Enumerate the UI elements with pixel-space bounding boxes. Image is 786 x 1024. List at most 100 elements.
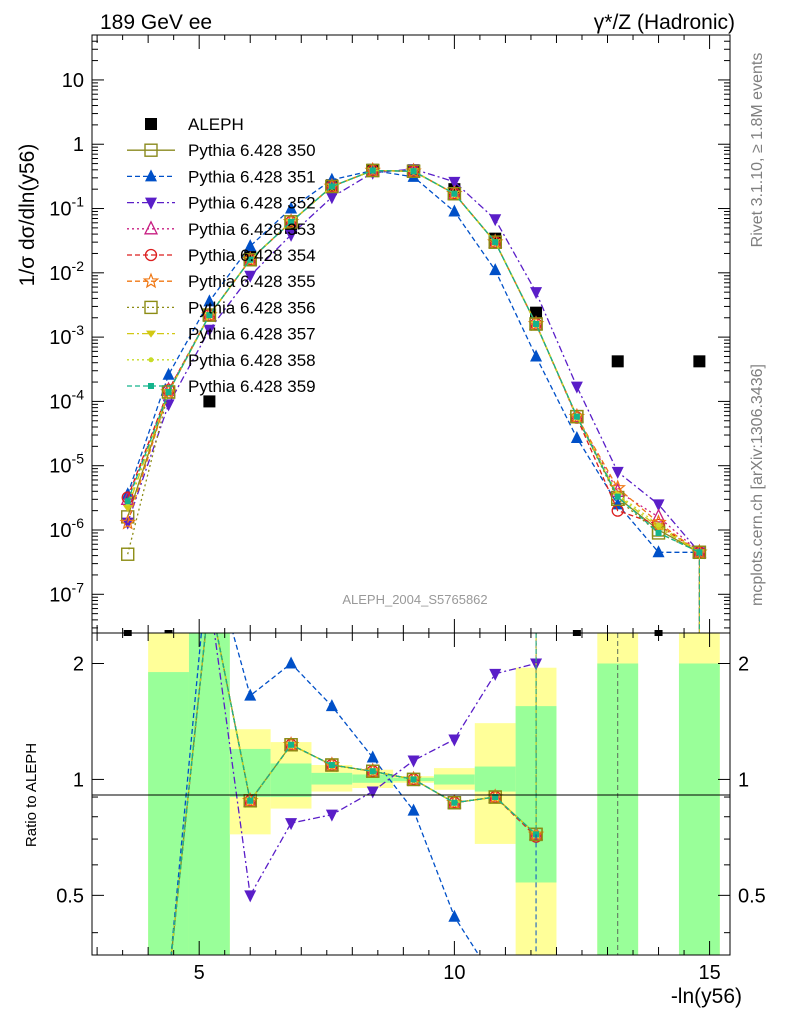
stat-uncertainty-band	[474, 766, 516, 792]
legend-marker	[145, 197, 157, 210]
data-point	[202, 308, 217, 322]
data-point	[122, 504, 133, 512]
x-tick-label: 15	[698, 962, 720, 984]
ratio-panel: 0.5 0.5 1 1 2 2 5 10 15	[56, 632, 766, 984]
main-y-tick-labels: 10-7 10-6 10-5 10-4 10-3 10-2 10-1 1 10	[49, 70, 84, 606]
ratio-tick-marks	[92, 633, 730, 955]
data-point	[570, 381, 583, 394]
data-point	[244, 239, 257, 252]
stat-uncertainty-band	[270, 763, 312, 798]
main-y-tick-label: 10-7	[49, 579, 84, 606]
ratio-y-tick-label: 1	[73, 769, 84, 791]
ratio-line	[170, 633, 537, 955]
legend-entry: Pythia 6.428 355	[127, 272, 316, 291]
main-series	[119, 161, 708, 636]
legend-entry: Pythia 6.428 351	[127, 167, 316, 186]
data-point	[492, 239, 499, 246]
ratio-point	[244, 890, 257, 903]
watermark: ALEPH_2004_S5765862	[342, 592, 487, 607]
y-axis-title-ratio-text: Ratio to ALEPH	[23, 743, 40, 847]
ratio-point	[488, 790, 502, 804]
data-point	[285, 229, 298, 242]
legend-label: Pythia 6.428 350	[188, 141, 316, 160]
stat-uncertainty-band	[352, 774, 394, 783]
side-label-rivet: Rivet 3.1.10, ≥ 1.8M events	[749, 53, 766, 248]
legend-entry: Pythia 6.428 357	[127, 325, 316, 344]
ratio-point	[451, 799, 458, 806]
ratio-y-tick-label-right: 2	[738, 653, 749, 675]
data-point	[530, 287, 543, 300]
legend-entry: Pythia 6.428 358	[127, 351, 316, 370]
data-point	[203, 324, 216, 337]
legend-label: Pythia 6.428 353	[188, 220, 316, 239]
x-tick-labels: 5 10 15	[194, 962, 721, 984]
data-point	[652, 499, 665, 512]
legend-label: Pythia 6.428 355	[188, 272, 316, 291]
legend-marker	[148, 383, 154, 389]
legend-entry: Pythia 6.428 353	[127, 220, 316, 239]
data-point	[325, 192, 338, 205]
ratio-point	[369, 768, 376, 775]
data-point	[611, 466, 624, 479]
stat-uncertainty-band	[148, 672, 189, 955]
legend-label: Pythia 6.428 356	[188, 298, 316, 317]
ratio-point	[285, 818, 298, 831]
ratio-point	[325, 758, 339, 772]
data-point	[614, 493, 621, 500]
legend-marker	[143, 220, 159, 235]
stat-uncertainty-band	[433, 774, 475, 785]
data-point	[651, 508, 666, 523]
x-axis-title: -ln(y56)	[671, 985, 742, 1008]
data-point	[285, 201, 298, 214]
ratio-point	[247, 797, 254, 804]
side-label-mcplots-text: mcplots.cern.ch [arXiv:1306.3436]	[749, 364, 766, 606]
legend-marker	[146, 330, 156, 338]
data-point	[162, 367, 175, 380]
ratio-point	[366, 750, 379, 763]
data-point	[203, 294, 216, 307]
legend-marker	[144, 143, 158, 157]
legend-entry: ALEPH	[145, 115, 244, 134]
legend-entry: Pythia 6.428 359	[127, 377, 316, 396]
legend-label: Pythia 6.428 352	[188, 194, 316, 213]
data-point	[451, 190, 458, 197]
ratio-uncertainty-bands	[148, 633, 720, 955]
data-point	[448, 204, 461, 217]
ratio-point	[288, 741, 295, 748]
ratio-series-pythia-6-428-359	[170, 633, 540, 955]
data-point	[529, 317, 543, 331]
data-point	[570, 430, 583, 443]
legend-entry: Pythia 6.428 352	[127, 194, 316, 213]
series-line	[127, 169, 700, 553]
ratio-point	[325, 809, 338, 822]
ratio-series	[170, 633, 619, 955]
data-point	[410, 168, 417, 175]
y-axis-title-main-text: 1/σ dσ/dln(y56)	[16, 144, 39, 287]
ratio-point	[406, 772, 421, 787]
ratio-point	[366, 786, 379, 799]
data-point	[284, 215, 298, 229]
data-point	[448, 176, 461, 189]
legend-label: Pythia 6.428 354	[188, 246, 316, 265]
side-label-mcplots: mcplots.cern.ch [arXiv:1306.3436]	[749, 364, 766, 606]
ratio-y-tick-label: 0.5	[56, 885, 84, 907]
x-tick-label: 10	[443, 962, 465, 984]
data-point	[288, 218, 295, 225]
data-point	[570, 409, 584, 424]
ratio-y-tick-labels: 0.5 0.5 1 1 2 2	[56, 653, 766, 907]
data-point	[530, 306, 543, 319]
data-point	[488, 235, 502, 249]
legend-entry: Pythia 6.428 356	[127, 298, 316, 317]
ratio-point	[366, 764, 380, 778]
ratio-point	[448, 734, 461, 747]
data-point	[530, 349, 543, 362]
main-y-tick-label: 10-2	[49, 258, 84, 285]
legend-marker	[144, 248, 158, 262]
header-right: γ*/Z (Hadronic)	[594, 11, 735, 34]
ratio-y-tick-label-right: 0.5	[738, 885, 766, 907]
data-point	[489, 263, 502, 276]
data-point	[119, 514, 136, 530]
x-tick-label: 5	[194, 962, 205, 984]
data-point	[328, 183, 335, 190]
